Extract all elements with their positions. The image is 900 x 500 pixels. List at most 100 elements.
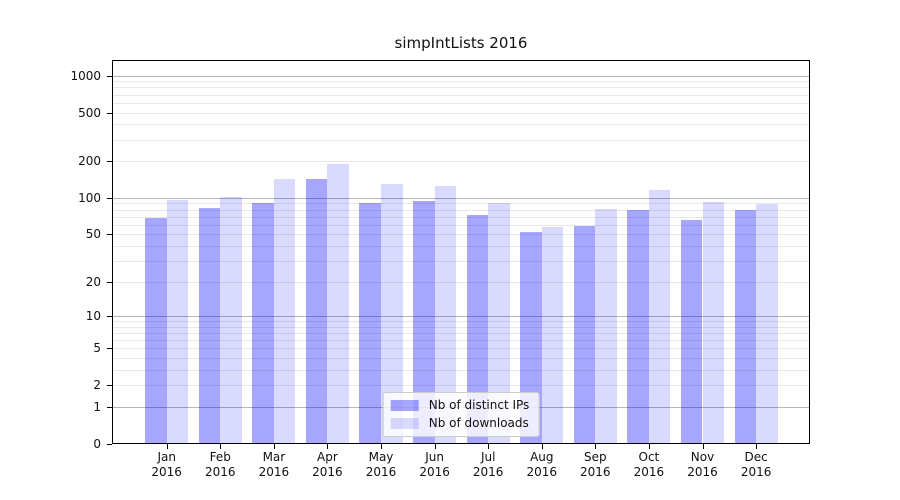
x-tick-label: Mar 2016 xyxy=(242,450,306,480)
x-label-month: Nov xyxy=(690,450,715,464)
bar-sep-distinct-ips xyxy=(573,225,596,444)
x-label-year: 2016 xyxy=(419,465,450,479)
y-tick-label: 50 xyxy=(85,227,101,242)
gridline-minor xyxy=(112,348,810,350)
gridline-minor xyxy=(112,234,810,236)
x-tick-mark xyxy=(756,444,758,449)
gridline-minor xyxy=(112,281,810,283)
plot-area: Nb of distinct IPs Nb of downloads xyxy=(112,60,810,444)
x-label-month: Oct xyxy=(638,450,660,464)
y-tick-label: 1000 xyxy=(70,68,101,83)
x-label-year: 2016 xyxy=(258,465,290,479)
gridline-minor xyxy=(112,326,810,328)
y-tick-mark xyxy=(107,75,112,77)
y-tick-label: 200 xyxy=(78,154,101,169)
y-tick-label: 2 xyxy=(93,378,101,393)
gridline-major xyxy=(112,75,810,77)
gridline-minor xyxy=(112,340,810,342)
bar-jun-distinct-ips xyxy=(413,201,435,444)
x-label-year: 2016 xyxy=(312,465,343,479)
bar-aug-distinct-ips xyxy=(520,232,542,444)
x-tick-mark xyxy=(488,444,490,449)
x-tick-label: May 2016 xyxy=(349,450,413,480)
bar-jul-distinct-ips xyxy=(466,214,489,444)
x-tick-mark xyxy=(702,444,704,449)
x-label-month: Jul xyxy=(480,450,496,464)
bar-sep-downloads xyxy=(595,209,617,444)
bar-mar-downloads xyxy=(273,178,296,444)
gridline-minor xyxy=(112,102,810,104)
x-tick-mark xyxy=(166,444,168,449)
x-label-month: Feb xyxy=(209,450,231,464)
x-tick-label: Jan 2016 xyxy=(135,450,199,480)
x-tick-mark xyxy=(220,444,222,449)
bar-feb-downloads xyxy=(220,197,242,444)
gridline-minor xyxy=(112,203,810,205)
y-tick-mark xyxy=(107,197,112,199)
gridline-minor xyxy=(112,321,810,323)
x-tick-label: Oct 2016 xyxy=(617,450,681,480)
bar-jan-distinct-ips xyxy=(145,218,167,444)
bar-apr-distinct-ips xyxy=(305,179,328,444)
x-label-month: Aug xyxy=(530,450,554,464)
x-tick-label: Dec 2016 xyxy=(724,450,788,480)
x-tick-mark xyxy=(381,444,382,449)
gridline-major xyxy=(112,197,810,199)
chart-title: simpIntLists 2016 xyxy=(394,34,528,52)
x-label-month: Dec xyxy=(744,450,768,464)
gridline-minor xyxy=(112,161,810,163)
gridline-minor xyxy=(112,94,810,96)
bar-oct-downloads xyxy=(648,190,671,444)
legend-swatch-distinct-ips xyxy=(390,400,419,411)
gridline-minor xyxy=(112,81,810,83)
gridline-minor xyxy=(112,358,810,360)
gridline-minor xyxy=(112,333,810,335)
x-label-year: 2016 xyxy=(472,465,504,479)
legend-swatch-downloads xyxy=(390,418,419,429)
gridline-minor xyxy=(112,139,810,141)
x-label-year: 2016 xyxy=(151,465,182,479)
x-tick-mark xyxy=(648,444,650,449)
y-tick-mark xyxy=(107,348,112,350)
y-tick-label: 0 xyxy=(93,437,101,451)
x-tick-mark xyxy=(541,444,543,449)
gridline-minor xyxy=(112,112,810,114)
y-tick-mark xyxy=(107,444,112,445)
legend-item-label: Nb of downloads xyxy=(428,416,529,430)
x-label-year: 2016 xyxy=(633,465,665,479)
gridline-minor xyxy=(112,260,810,262)
legend-item-label: Nb of distinct IPs xyxy=(428,398,530,412)
bar-dec-distinct-ips xyxy=(734,209,757,444)
gridline-minor xyxy=(112,216,810,218)
gridline-major xyxy=(112,316,810,318)
gridline-minor xyxy=(112,209,810,211)
y-tick-mark xyxy=(107,281,112,283)
bar-feb-distinct-ips xyxy=(198,208,221,444)
bar-jan-downloads xyxy=(166,199,189,444)
y-tick-mark xyxy=(107,385,112,387)
y-tick-label: 10 xyxy=(85,309,101,324)
bar-dec-downloads xyxy=(756,204,778,444)
legend: Nb of distinct IPs Nb of downloads xyxy=(382,392,540,437)
legend-item-distinct-ips: Nb of distinct IPs xyxy=(390,398,530,413)
gridline-minor xyxy=(112,224,810,226)
x-label-year: 2016 xyxy=(580,465,611,479)
x-tick-mark xyxy=(327,444,329,449)
y-tick-mark xyxy=(107,407,112,408)
bar-nov-distinct-ips xyxy=(680,219,703,444)
gridline-minor xyxy=(112,246,810,247)
gridline-minor xyxy=(112,370,810,372)
x-tick-label: Aug 2016 xyxy=(510,450,574,480)
x-label-month: Mar xyxy=(262,450,286,464)
y-tick-label: 5 xyxy=(93,341,101,356)
y-tick-label: 1 xyxy=(93,400,101,414)
y-tick-mark xyxy=(107,112,112,114)
bar-may-downloads xyxy=(381,184,403,444)
bar-jul-downloads xyxy=(488,203,510,444)
bar-aug-downloads xyxy=(541,226,564,444)
y-tick-mark xyxy=(107,234,112,236)
y-tick-label: 500 xyxy=(78,105,101,120)
x-tick-mark xyxy=(595,444,597,449)
bar-mar-distinct-ips xyxy=(252,203,274,444)
